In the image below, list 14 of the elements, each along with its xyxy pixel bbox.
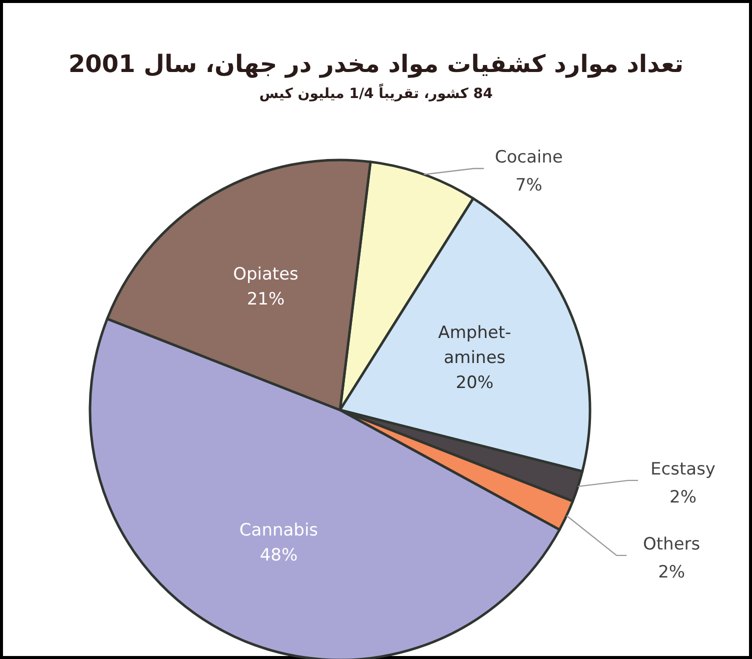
chart-title: تعداد موارد کشفیات مواد مخدر در جهان، سال 2001 <box>68 50 684 78</box>
data-label: 20% <box>456 373 494 394</box>
slice-label: Opiates <box>233 264 299 284</box>
data-label: 2% <box>658 562 686 582</box>
data-label: 7% <box>515 175 542 196</box>
chart-subtitle: 84 کشور، تقریباً 1/4 میلیون کیس <box>259 82 493 102</box>
slice-label: Cocaine <box>494 147 563 168</box>
slice-label: Others <box>643 534 700 554</box>
slice-label: Ecstasy <box>650 459 716 480</box>
data-label: 2% <box>670 487 697 508</box>
slice-label: Amphet- amines <box>438 323 512 368</box>
data-label: 48% <box>260 545 298 566</box>
slice-label: Cannabis <box>239 520 318 540</box>
data-label: 21% <box>246 289 285 310</box>
